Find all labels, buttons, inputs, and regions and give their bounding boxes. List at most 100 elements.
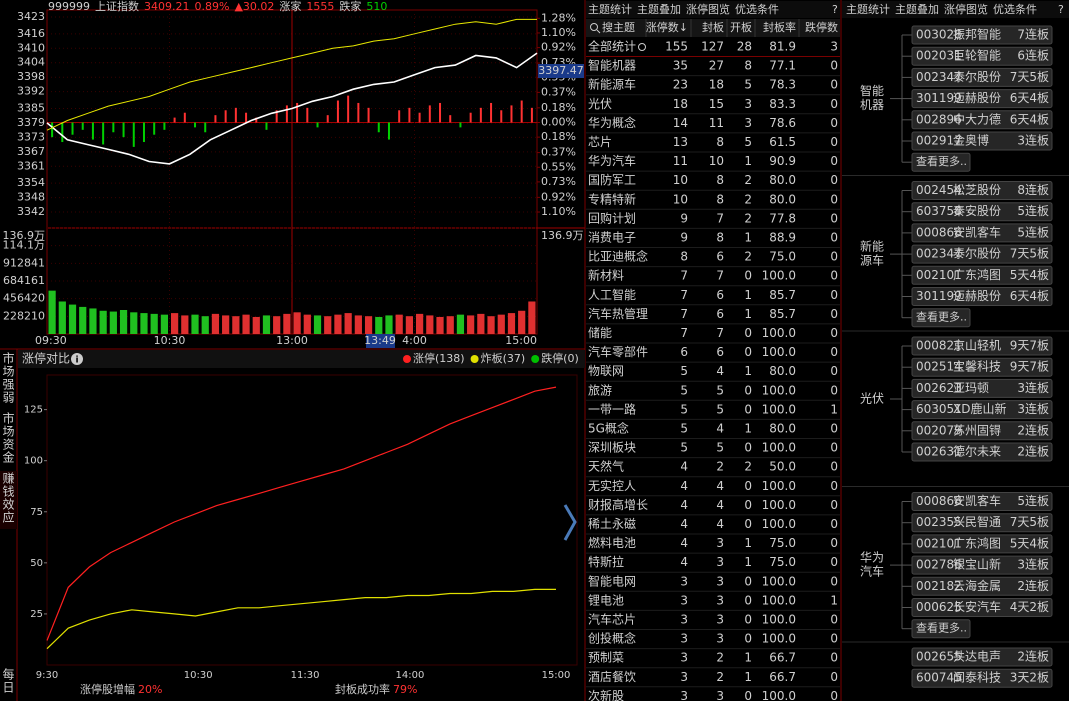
table-cell[interactable]: 汽车芯片 (588, 612, 636, 627)
more-button[interactable] (911, 308, 971, 328)
table-cell[interactable]: 酒店餐饮 (588, 669, 636, 684)
stock-chip[interactable] (911, 110, 1053, 130)
table-cell[interactable]: 天然气 (588, 459, 624, 474)
panel-tab[interactable]: 主题叠加 (895, 3, 939, 16)
panel-tab[interactable]: ? (1058, 3, 1064, 16)
stock-chip[interactable] (911, 265, 1053, 285)
volume-bar (446, 316, 454, 334)
stock-chip[interactable] (911, 181, 1053, 200)
table-cell[interactable]: 旅游 (588, 383, 612, 397)
stock-chip[interactable] (911, 67, 1053, 87)
stock-chip[interactable] (911, 555, 1053, 575)
stock-chip[interactable] (911, 513, 1053, 533)
table-cell[interactable]: 芯片 (588, 135, 612, 149)
stock-chip[interactable] (911, 400, 1053, 420)
table-cell[interactable]: 回购计划 (588, 210, 636, 225)
table-cell[interactable]: 一带一路 (588, 401, 636, 416)
table-cell[interactable]: 光伏 (588, 97, 612, 111)
table-cell[interactable]: 人工智能 (588, 287, 636, 302)
stock-chip[interactable] (911, 202, 1053, 222)
table-cell[interactable]: 燃料电池 (588, 535, 636, 550)
stock-chip[interactable] (911, 442, 1053, 462)
stock-chip[interactable] (911, 46, 1053, 66)
table-cell[interactable]: 财报高增长 (588, 497, 648, 512)
table-cell: 2 (744, 211, 752, 225)
stock-chip[interactable] (911, 131, 1053, 151)
table-cell: 0 (830, 460, 838, 474)
column-header[interactable]: 搜主题 (602, 20, 635, 34)
table-cell[interactable]: 华为汽车 (588, 153, 636, 168)
stock-name: 迈赫股份 (953, 289, 1001, 303)
more-link[interactable]: 查看更多.. (916, 154, 967, 168)
chevron[interactable] (563, 504, 577, 541)
column-header[interactable]: 封板 (702, 20, 724, 34)
table-tab[interactable]: ? (832, 3, 838, 16)
table-cell[interactable]: 深圳板块 (588, 441, 636, 455)
stock-chip[interactable] (911, 336, 1053, 356)
info-icon[interactable] (71, 353, 83, 365)
table-cell[interactable]: 5G概念 (588, 421, 629, 436)
stock-chip[interactable] (911, 287, 1053, 306)
side-tab[interactable]: 市场强弱 (1, 351, 15, 404)
stock-chip[interactable] (911, 378, 1053, 398)
side-tab[interactable]: 每日 (1, 667, 15, 694)
table-cell[interactable]: 全部统计 (588, 39, 636, 54)
table-cell[interactable]: 国防军工 (588, 172, 636, 187)
side-tab[interactable]: 赚钱效应 (1, 471, 15, 524)
stock-chip[interactable] (911, 223, 1053, 243)
table-cell[interactable]: 无实控人 (588, 478, 636, 493)
column-header[interactable]: 开板 (730, 20, 752, 34)
table-tab[interactable]: 涨停图览 (686, 2, 730, 16)
search-icon[interactable] (590, 23, 598, 31)
more-link[interactable]: 查看更多.. (916, 621, 967, 635)
table-cell[interactable]: 智能机器 (588, 58, 636, 73)
table-cell[interactable]: 华为概念 (588, 115, 636, 130)
table-tab[interactable]: 优选条件 (735, 2, 779, 16)
table-cell[interactable]: 稀土永磁 (588, 516, 636, 531)
table-cell[interactable]: 预制菜 (588, 651, 624, 665)
table-tabs (586, 1, 840, 18)
table-cell[interactable]: 汽车零部件 (588, 344, 648, 359)
table-tab[interactable]: 主题叠加 (637, 3, 681, 16)
breadth-bar (387, 122, 390, 140)
table-cell[interactable]: 创投概念 (588, 631, 636, 646)
table-cell[interactable]: 次新股 (588, 688, 624, 701)
stock-chip[interactable] (911, 89, 1053, 109)
column-header[interactable]: 封板率 (763, 20, 796, 34)
stock-chip[interactable] (911, 244, 1053, 264)
stock-streak: 8连板 (1017, 182, 1049, 197)
more-button[interactable] (911, 619, 971, 639)
stock-chip[interactable] (911, 647, 1053, 667)
stock-chip[interactable] (911, 598, 1053, 617)
volume-bar (48, 290, 56, 334)
table-cell[interactable]: 新材料 (588, 268, 624, 283)
table-cell[interactable]: 物联网 (588, 364, 624, 378)
stock-chip[interactable] (911, 357, 1053, 377)
stock-chip[interactable] (911, 492, 1053, 511)
stock-chip[interactable] (911, 534, 1053, 554)
side-tab[interactable]: 市场资金 (1, 411, 15, 464)
table-cell: 0 (830, 211, 838, 225)
more-button[interactable] (911, 152, 971, 172)
table-cell[interactable]: 锂电池 (588, 592, 624, 607)
stock-chip[interactable] (911, 668, 1053, 688)
stock-chip[interactable] (911, 576, 1053, 596)
stock-chip[interactable] (911, 25, 1053, 45)
table-cell[interactable]: 消费电子 (588, 231, 636, 245)
table-tab[interactable]: 主题统计 (588, 3, 632, 16)
stock-chip[interactable] (911, 421, 1053, 441)
table-cell[interactable]: 新能源车 (588, 77, 636, 92)
column-header[interactable]: 跌停数 (805, 20, 838, 34)
more-link[interactable]: 查看更多.. (916, 310, 967, 324)
panel-tab[interactable]: 主题统计 (846, 3, 890, 16)
column-header[interactable]: 涨停数↓ (646, 20, 688, 34)
panel-tab[interactable]: 涨停图览 (944, 2, 988, 16)
table-cell[interactable]: 比亚迪概念 (588, 249, 648, 264)
table-cell[interactable]: 汽车热管理 (588, 306, 648, 321)
table-cell[interactable]: 储能 (588, 325, 612, 340)
stock-code: 301199 (916, 91, 962, 105)
table-cell[interactable]: 特斯拉 (588, 554, 624, 569)
table-cell[interactable]: 智能电网 (588, 573, 636, 588)
panel-tab[interactable]: 优选条件 (993, 2, 1037, 16)
table-cell[interactable]: 专精特新 (588, 191, 636, 206)
